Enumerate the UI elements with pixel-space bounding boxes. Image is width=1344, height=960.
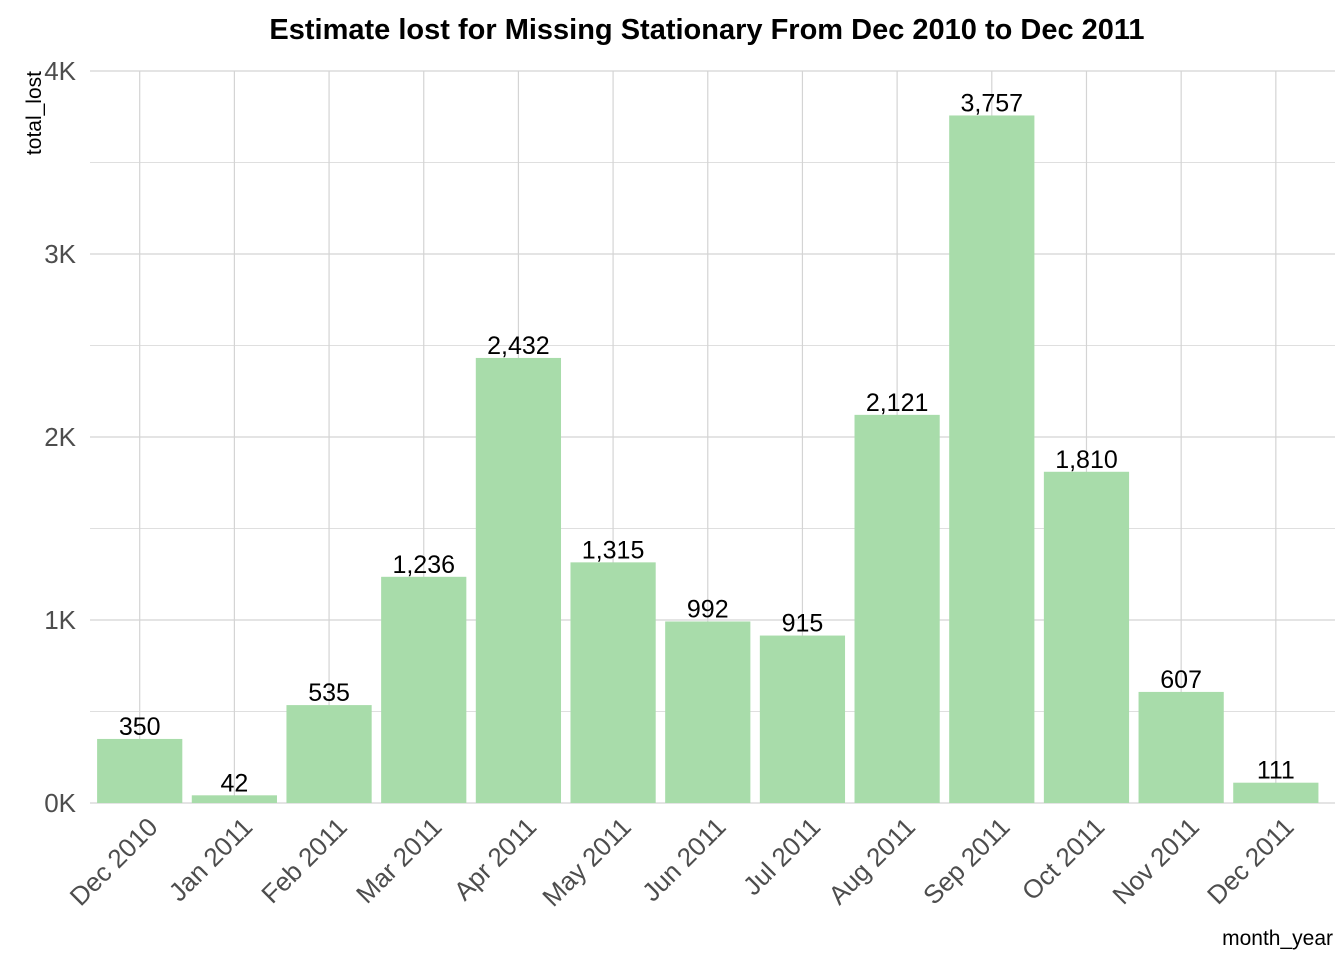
x-tick-label: Sep 2011	[917, 812, 1016, 911]
data-label: 1,315	[582, 536, 645, 564]
x-tick-label: Jan 2011	[163, 812, 259, 908]
bar	[665, 621, 751, 803]
x-tick-label: Jun 2011	[636, 812, 732, 908]
y-tick-label: 4K	[44, 56, 76, 86]
data-label: 915	[782, 610, 824, 638]
x-tick-label: May 2011	[536, 812, 637, 913]
data-label: 535	[308, 679, 350, 707]
bars	[97, 115, 1319, 804]
bar	[381, 576, 467, 803]
x-tick-label: Mar 2011	[350, 812, 448, 910]
y-tick-label: 3K	[44, 239, 76, 269]
bar	[191, 795, 277, 803]
data-label: 1,810	[1055, 446, 1118, 474]
x-tick-label: Apr 2011	[448, 812, 542, 906]
bar	[475, 357, 562, 803]
data-label: 1,236	[392, 551, 455, 579]
y-axis-label: total_lost	[23, 71, 46, 155]
bar	[1233, 782, 1319, 803]
data-label: 2,432	[487, 332, 550, 360]
x-axis-label: month_year	[1222, 927, 1333, 950]
x-tick-label: Aug 2011	[822, 812, 921, 911]
y-tick-label: 1K	[44, 605, 76, 635]
data-label: 607	[1160, 666, 1202, 694]
data-label: 992	[687, 595, 729, 623]
data-label: 2,121	[866, 389, 929, 417]
chart-title: Estimate lost for Missing Stationary Fro…	[269, 14, 1144, 46]
bar	[570, 562, 656, 803]
y-tick-label: 2K	[44, 422, 76, 452]
y-axis-ticks: 0K 1K 2K 3K 4K	[44, 56, 76, 818]
bar	[1043, 471, 1130, 803]
bar	[854, 414, 940, 803]
y-tick-label: 0K	[44, 788, 76, 818]
bar	[1138, 691, 1224, 803]
data-label: 3,757	[961, 89, 1024, 117]
data-label: 42	[220, 769, 248, 797]
x-tick-label: Oct 2011	[1016, 812, 1110, 906]
bar	[949, 115, 1035, 804]
x-tick-label: Dec 2011	[1201, 812, 1300, 911]
x-tick-label: Dec 2010	[64, 812, 164, 912]
bar	[286, 705, 372, 803]
x-tick-label: Nov 2011	[1106, 812, 1205, 911]
data-label: 111	[1257, 757, 1295, 785]
x-tick-label: Jul 2011	[737, 812, 826, 901]
x-tick-label: Feb 2011	[255, 812, 353, 910]
data-label: 350	[119, 713, 161, 741]
bar	[759, 635, 846, 803]
bar	[97, 738, 183, 803]
data-labels: 350 42 535 1,236 2,432 1,315 992 915 2,121 3,757 1…	[119, 89, 1295, 797]
